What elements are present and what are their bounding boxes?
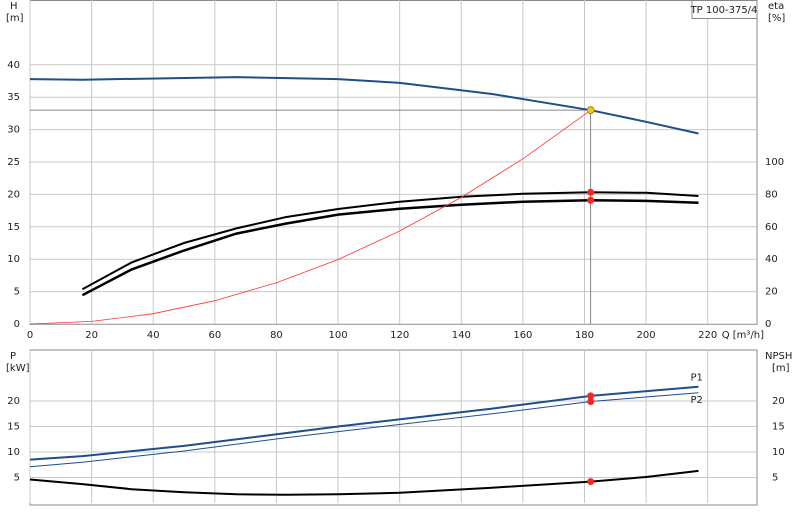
- x-tick-label: 0: [27, 330, 33, 341]
- y2-tick-label: 15: [772, 422, 785, 433]
- series-label: P1: [690, 373, 702, 384]
- y-tick-label: 5: [14, 287, 20, 298]
- curve: [29, 385, 699, 461]
- x-tick-label: 220: [698, 330, 717, 341]
- y2-tick-label: 80: [765, 189, 778, 200]
- y-axis-unit: [m]: [6, 13, 24, 24]
- y-tick-label: 20: [7, 189, 20, 200]
- y2-tick-label: 5: [772, 473, 778, 484]
- marker: [587, 196, 595, 204]
- y-axis-label: H: [10, 1, 18, 12]
- curve: [81, 198, 699, 297]
- x-tick-label: 120: [390, 330, 409, 341]
- y-tick-label: 20: [7, 396, 20, 407]
- y-tick-label: 10: [7, 447, 20, 458]
- y2-tick-label: 60: [765, 222, 778, 233]
- curve: [29, 109, 591, 325]
- y-axis-label: P: [10, 351, 16, 362]
- y2-tick-label: 0: [765, 319, 771, 330]
- y2-tick-label: 20: [772, 396, 785, 407]
- y-tick-label: 35: [7, 92, 20, 103]
- curve: [29, 392, 699, 468]
- curve: [29, 469, 699, 496]
- y-tick-label: 15: [7, 422, 20, 433]
- x-tick-label: 20: [85, 330, 98, 341]
- marker: [587, 188, 595, 196]
- y-tick-label: 30: [7, 125, 20, 136]
- y-axis-unit: [kW]: [6, 363, 30, 374]
- curve: [81, 191, 699, 291]
- marker: [587, 398, 595, 406]
- bottom-frame: [29, 349, 758, 506]
- y2-axis-label: NPSH: [765, 351, 792, 362]
- y2-axis-unit: [%]: [768, 13, 785, 24]
- y-tick-label: 25: [7, 157, 20, 168]
- x-axis-label: Q [m³/h]: [722, 330, 764, 341]
- y2-axis-unit: [m]: [772, 363, 790, 374]
- y2-tick-label: 40: [765, 254, 778, 265]
- x-tick-label: 40: [147, 330, 160, 341]
- curve: [29, 76, 699, 135]
- marker: [587, 478, 595, 486]
- y2-tick-label: 10: [772, 447, 785, 458]
- y2-tick-label: 20: [765, 287, 778, 298]
- x-tick-label: 160: [513, 330, 532, 341]
- chart-title: TP 100-375/4: [690, 5, 758, 16]
- y2-axis-label: eta: [768, 1, 784, 12]
- y-tick-label: 10: [7, 254, 20, 265]
- x-tick-label: 140: [452, 330, 471, 341]
- y2-tick-label: 100: [765, 157, 784, 168]
- x-tick-label: 180: [575, 330, 594, 341]
- x-tick-label: 60: [208, 330, 221, 341]
- series-label: P2: [690, 395, 702, 406]
- y-tick-label: 15: [7, 222, 20, 233]
- y-tick-label: 5: [14, 473, 20, 484]
- title-box: [691, 0, 758, 19]
- x-tick-label: 200: [637, 330, 656, 341]
- y-tick-label: 40: [7, 60, 20, 71]
- marker: [586, 106, 595, 115]
- y-tick-label: 0: [14, 319, 20, 330]
- x-tick-label: 100: [329, 330, 348, 341]
- marker: [587, 392, 595, 400]
- x-tick-label: 80: [270, 330, 283, 341]
